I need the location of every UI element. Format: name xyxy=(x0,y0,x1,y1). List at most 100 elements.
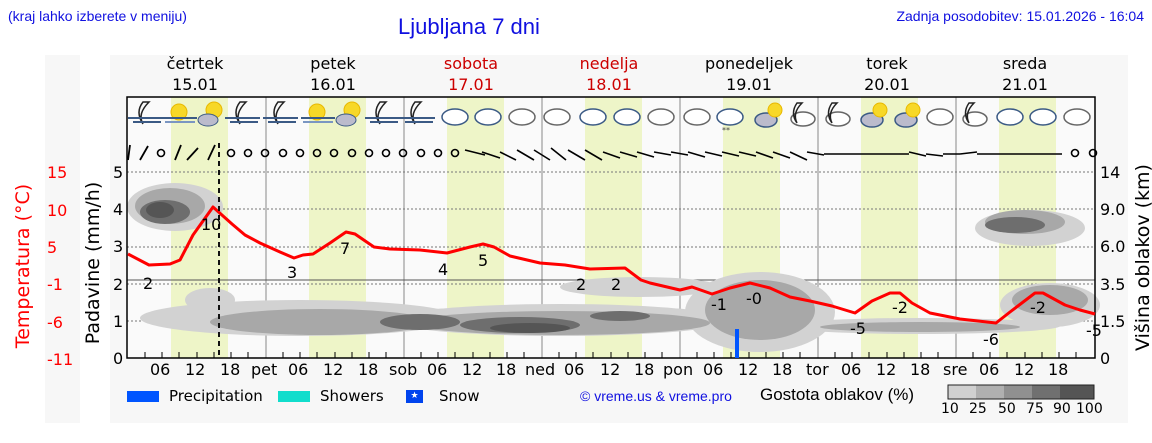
svg-text:-2: -2 xyxy=(1030,298,1046,317)
last-update-text: Zadnja posodobitev: 15.01.2026 - 16:04 xyxy=(896,8,1144,24)
x-tick: tor xyxy=(806,360,829,379)
cloud-icons xyxy=(441,108,1091,128)
day-header-weekend: nedelja 18.01 xyxy=(579,54,639,94)
density-tick: 90 xyxy=(1053,401,1071,417)
cloud-density-label: Gostota oblakov (%) xyxy=(760,385,915,404)
x-tick: 18 xyxy=(634,360,655,379)
temp-tick: 10 xyxy=(47,201,68,220)
svg-text:5: 5 xyxy=(478,251,488,270)
sun-icons xyxy=(767,102,921,118)
svg-text:3: 3 xyxy=(287,263,297,282)
x-tick: 18 xyxy=(358,360,379,379)
legend-label: Snow xyxy=(439,387,480,405)
svg-text:-6: -6 xyxy=(983,330,999,349)
svg-text:-0: -0 xyxy=(746,289,762,308)
showers-swatch xyxy=(278,390,310,402)
x-tick: 18 xyxy=(910,360,931,379)
precip-tick: 3 xyxy=(113,237,124,256)
cloud-height-tick: 0 xyxy=(1100,349,1111,368)
x-tick: pet xyxy=(251,360,278,379)
svg-text:2: 2 xyxy=(576,275,586,294)
moon-icons xyxy=(792,102,976,124)
precip-tick: 4 xyxy=(113,200,124,219)
density-tick: 50 xyxy=(998,401,1016,417)
cloud-layers xyxy=(127,183,1100,352)
cloud-density-scale xyxy=(947,384,1095,400)
density-tick: 100 xyxy=(1076,401,1103,417)
x-tick: 12 xyxy=(185,360,206,379)
calm-wind-circles xyxy=(156,148,1098,158)
cloud-height-tick: 3.5 xyxy=(1100,275,1126,294)
day-header: četrtek 15.01 xyxy=(166,54,224,94)
snow-star-icon: ★ xyxy=(406,389,423,403)
temp-tick: 5 xyxy=(47,238,58,257)
temp-tick: 15 xyxy=(47,163,68,182)
day-header: torek 20.01 xyxy=(864,54,910,94)
svg-text:7: 7 xyxy=(340,239,350,258)
precip-tick: 5 xyxy=(113,163,124,182)
temp-tick: -1 xyxy=(47,275,63,294)
day-header: petek 16.01 xyxy=(310,54,356,94)
region-hint-link[interactable]: (kraj lahko izberete v meniju) xyxy=(8,8,187,24)
x-tick: 06 xyxy=(564,360,585,379)
precip-tick: 0 xyxy=(113,349,124,368)
precipitation-swatch xyxy=(127,390,159,402)
x-tick: 12 xyxy=(738,360,759,379)
precipitation-bar xyxy=(735,329,739,358)
density-tick: 25 xyxy=(969,401,987,417)
temp-tick: -6 xyxy=(47,313,63,332)
wind-barbs xyxy=(127,144,216,161)
svg-text:-5: -5 xyxy=(850,319,866,338)
cloud-height-tick: 6.0 xyxy=(1100,237,1126,256)
x-tick: ned xyxy=(525,360,556,379)
svg-text:4: 4 xyxy=(438,260,448,279)
snow-flakes-icon: ** xyxy=(722,126,730,135)
temperature-line xyxy=(127,205,1096,325)
wind-barbs-east xyxy=(464,147,1062,161)
x-axis-ticks xyxy=(144,352,1077,358)
x-tick: sob xyxy=(389,360,418,379)
svg-text:2: 2 xyxy=(143,274,153,293)
cloud-height-tick: 1.5 xyxy=(1100,312,1126,331)
x-tick: 06 xyxy=(703,360,724,379)
temp-tick: -11 xyxy=(47,350,74,369)
legend-label: Precipitation xyxy=(169,387,263,405)
day-header: ponedeljek 19.01 xyxy=(705,54,793,94)
svg-text:-1: -1 xyxy=(711,295,727,314)
page-title: Ljubljana 7 dni xyxy=(398,14,540,39)
x-tick: 12 xyxy=(323,360,344,379)
x-tick: 06 xyxy=(427,360,448,379)
legend-snow: ★ Snow xyxy=(406,387,479,405)
density-tick: 10 xyxy=(941,401,959,417)
x-tick: 06 xyxy=(841,360,862,379)
precip-tick: 2 xyxy=(113,275,124,294)
cloud-height-tick: 14 xyxy=(1100,163,1121,182)
x-tick: 18 xyxy=(1048,360,1069,379)
svg-text:-2: -2 xyxy=(892,298,908,317)
x-tick: 12 xyxy=(462,360,483,379)
x-tick: 12 xyxy=(1014,360,1035,379)
x-tick: 18 xyxy=(220,360,241,379)
left-axis-panel xyxy=(45,55,80,423)
x-tick: 06 xyxy=(979,360,1000,379)
x-tick: 18 xyxy=(496,360,517,379)
weather-icons xyxy=(128,101,435,127)
x-tick: 06 xyxy=(150,360,171,379)
legend-precipitation: Precipitation xyxy=(127,387,263,405)
svg-text:2: 2 xyxy=(611,275,621,294)
x-tick: 06 xyxy=(288,360,309,379)
x-tick: 12 xyxy=(600,360,621,379)
x-tick: 18 xyxy=(772,360,793,379)
density-tick: 75 xyxy=(1026,401,1044,417)
copyright-link[interactable]: © vreme.us & vreme.pro xyxy=(580,388,732,404)
precip-tick: 1 xyxy=(113,312,124,331)
legend-label: Showers xyxy=(320,387,384,405)
day-header: sreda 21.01 xyxy=(1002,54,1048,94)
temperature-labels: 2 10 3 7 4 5 2 2 -1 -0 -5 -2 -6 -2 -5 xyxy=(143,215,1102,349)
legend-showers: Showers xyxy=(278,387,384,405)
x-tick: pon xyxy=(663,360,694,379)
day-header-weekend: sobota 17.01 xyxy=(443,54,499,94)
x-tick: sre xyxy=(943,360,968,379)
x-tick: 12 xyxy=(876,360,897,379)
